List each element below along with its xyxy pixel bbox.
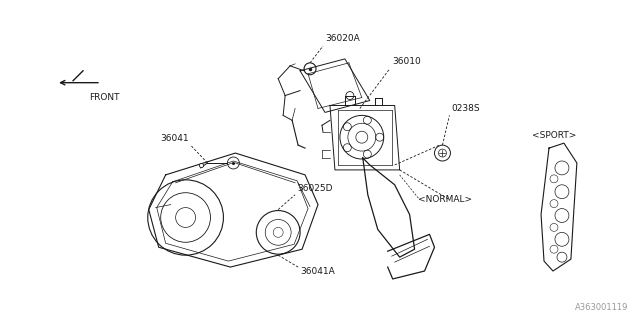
- Text: FRONT: FRONT: [89, 92, 120, 101]
- Text: 36020A: 36020A: [325, 34, 360, 43]
- Text: A363001119: A363001119: [575, 303, 628, 312]
- Text: 36041: 36041: [161, 134, 189, 143]
- Text: 0238S: 0238S: [451, 104, 480, 113]
- Text: 36010: 36010: [393, 57, 421, 66]
- Text: <NORMAL>: <NORMAL>: [417, 195, 472, 204]
- Text: 36025D: 36025D: [297, 184, 333, 193]
- Text: 36041A: 36041A: [300, 267, 335, 276]
- Text: <SPORT>: <SPORT>: [532, 131, 577, 140]
